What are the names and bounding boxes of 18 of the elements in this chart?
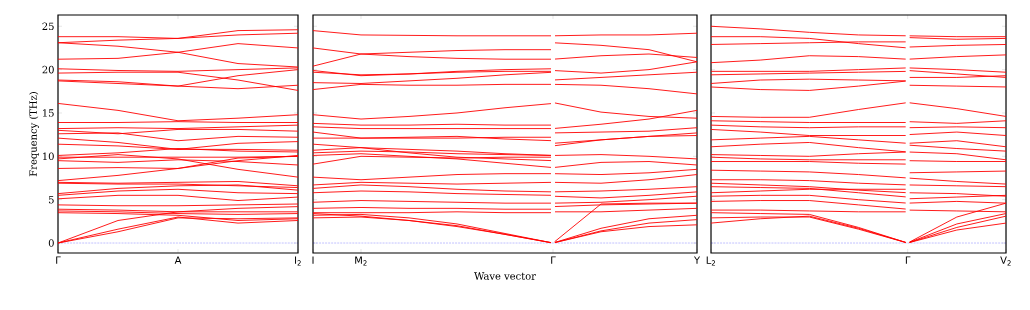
y-tick-label: 5 [48, 195, 54, 204]
x-tick-label: Y [693, 256, 701, 264]
x-tick-label: M$_{2}$ [355, 256, 367, 266]
y-tick-label: 20 [42, 65, 54, 74]
x-tick-label: V$_{2}$ [1000, 256, 1011, 266]
y-tick-label: 10 [43, 152, 54, 161]
x-tick-label: A [174, 256, 182, 264]
y-tick-label: 0 [48, 239, 54, 247]
y-tick-label: 15 [43, 109, 54, 117]
x-tick-label: Γ [905, 256, 911, 264]
x-tick-label: Γ [56, 256, 61, 264]
x-tick-label: L$_{2}$ [706, 256, 716, 266]
x-tick-label: I$_{2}$ [295, 256, 301, 266]
x-axis-title: Wave vector [474, 272, 536, 280]
y-axis-title: Frequency (THz) [29, 92, 39, 177]
x-tick-label: I [312, 256, 314, 264]
y-tick-label: 25 [42, 22, 54, 31]
x-tick-label: Γ [551, 256, 556, 264]
